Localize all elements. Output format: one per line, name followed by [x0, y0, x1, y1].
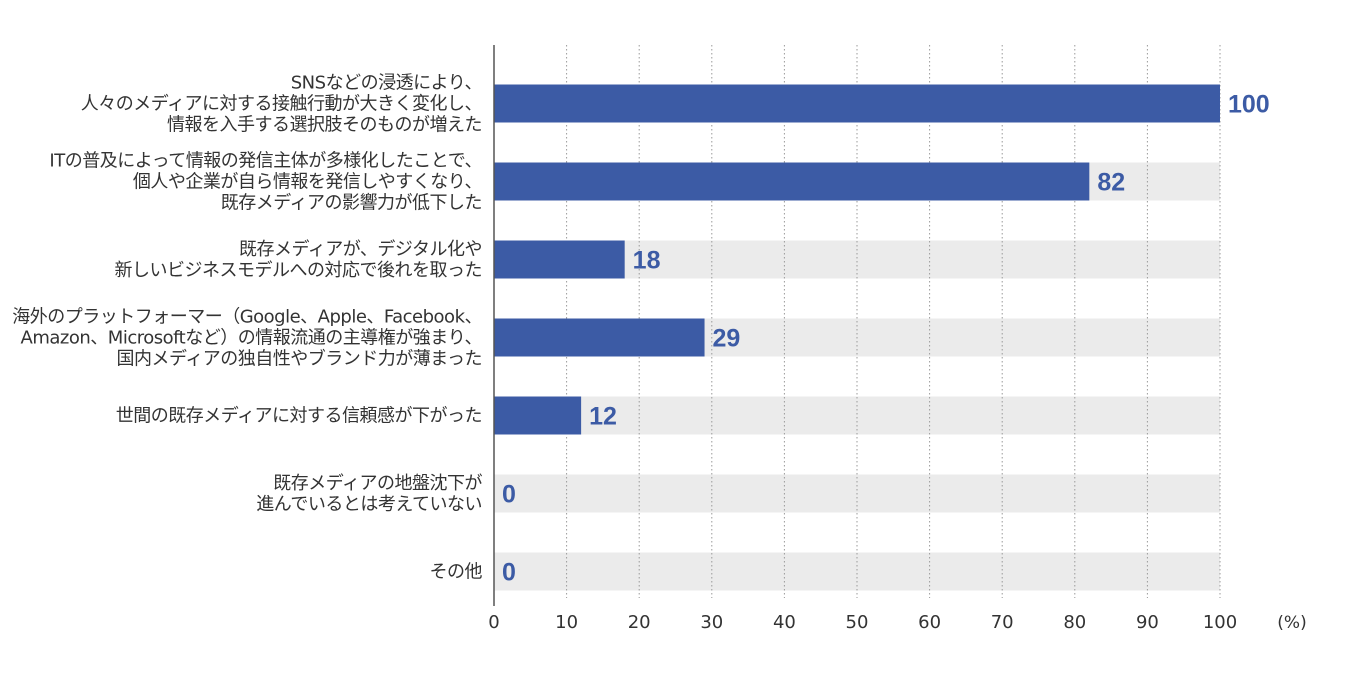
data-label: 100	[1228, 91, 1270, 119]
category-label: SNSなどの浸透により、	[291, 73, 482, 94]
bar	[494, 162, 1090, 201]
x-tick-label: 30	[700, 612, 723, 633]
category-label: 既存メディアの影響力が低下した	[221, 193, 482, 214]
bar	[494, 240, 625, 279]
category-label: 既存メディアが、デジタル化や	[239, 239, 482, 260]
data-label: 29	[713, 325, 741, 353]
x-tick-label: 80	[1063, 612, 1086, 633]
category-label: 個人や企業が自ら情報を発信しやすくなり、	[133, 172, 482, 193]
bar-track	[494, 396, 1220, 435]
bar	[494, 318, 705, 357]
category-label: 進んでいるとは考えていない	[256, 494, 482, 515]
category-label: 人々のメディアに対する接触行動が大きく変化し、	[81, 94, 482, 115]
category-label: 海外のプラットフォーマー（Google、Apple、Facebook、	[12, 307, 482, 328]
x-axis: 0 10 20 30 40 50 60 70 80 90 100 (%)	[488, 45, 1307, 633]
category-label: 新しいビジネスモデルへの対応で後れを取った	[115, 260, 483, 281]
category-label: ITの普及によって情報の発信主体が多様化したことで、	[49, 151, 482, 172]
x-tick-label: 20	[628, 612, 651, 633]
category-label: 国内メディアの独自性やブランド力が薄まった	[116, 348, 482, 370]
value-labels: 100 82 18 29 12 0 0	[502, 91, 1270, 587]
category-label: その他	[430, 562, 483, 583]
x-tick-label: 60	[918, 612, 941, 633]
x-tick-label: 0	[488, 612, 499, 633]
gridlines	[566, 45, 1221, 598]
bar	[494, 84, 1220, 123]
x-tick-label: 10	[555, 612, 578, 633]
bar	[494, 396, 582, 435]
category-label: 既存メディアの地盤沈下が	[273, 473, 482, 494]
category-label: 世間の既存メディアに対する信頼感が下がった	[116, 406, 482, 427]
data-label: 12	[589, 403, 617, 431]
x-tick-label: 100	[1203, 612, 1237, 633]
data-label: 0	[502, 481, 516, 509]
data-label: 82	[1097, 169, 1125, 197]
x-tick-label: 50	[846, 612, 869, 633]
x-unit-label: (%)	[1277, 613, 1306, 633]
x-tick-label: 90	[1136, 612, 1159, 633]
data-label: 18	[633, 247, 661, 275]
category-label: Amazon、Microsoftなど）の情報流通の主導権が強まり、	[21, 328, 482, 349]
category-label: 情報を入手する選択肢そのものが増えた	[167, 115, 482, 136]
data-label: 0	[502, 559, 516, 587]
x-tick-label: 40	[773, 612, 796, 633]
bars	[494, 84, 1220, 435]
category-labels: SNSなどの浸透により、人々のメディアに対する接触行動が大きく変化し、情報を入手…	[12, 73, 483, 583]
bar-track	[494, 552, 1220, 591]
x-tick-label: 70	[991, 612, 1014, 633]
